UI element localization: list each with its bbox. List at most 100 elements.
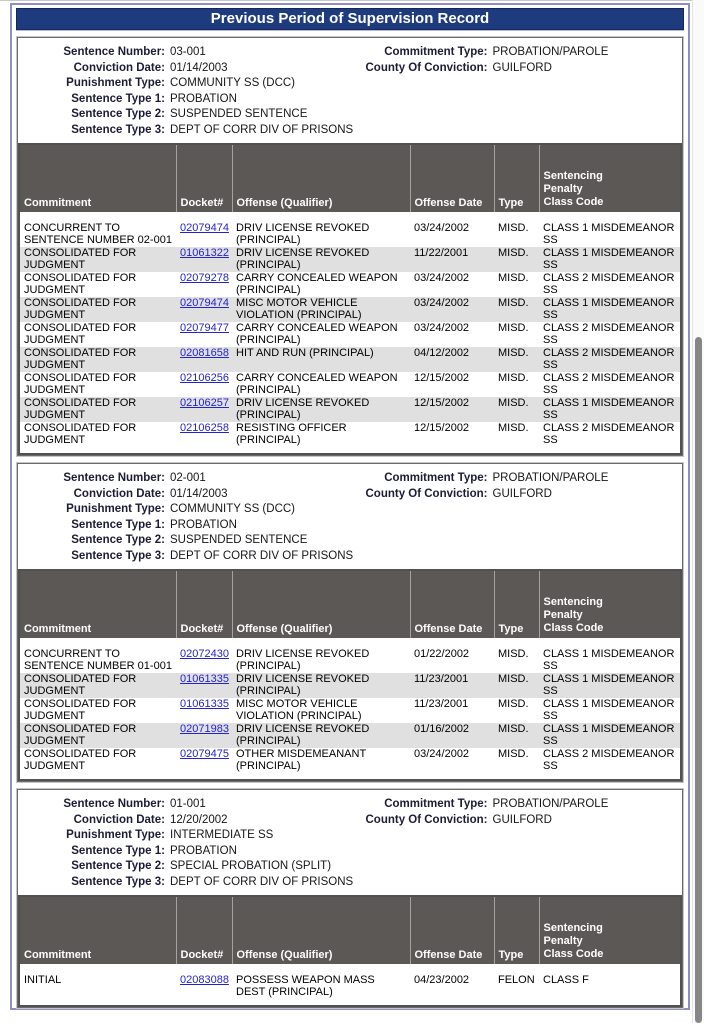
class-code-cell: CLASS 2 MISDEMEANOR SS [543,322,675,346]
offense-date-cell: 03/24/2002 [414,222,470,234]
detail-row-sentence-type-3: Sentence Type 3: DEPT OF CORR DIV OF PRI… [43,123,363,139]
sentence-section: Sentence Number: 03-001 Conviction Date:… [17,37,683,456]
detail-row-county-of-conviction: County Of Conviction: GUILFORD [363,61,683,77]
vertical-scrollbar-thumb[interactable] [695,337,702,1023]
class-code-cell: CLASS 2 MISDEMEANOR SS [543,748,675,772]
docket-link[interactable]: 02106256 [180,372,229,384]
supervision-record-panel: Previous Period of Supervision Record Se… [10,3,690,1010]
docket-link[interactable]: 01061335 [180,673,229,685]
detail-row-sentence-type-2: Sentence Type 2: SUSPENDED SENTENCE [43,533,363,549]
column-header-commitment: Commitment [19,144,176,212]
type-cell: MISD. [498,372,529,384]
docket-link[interactable]: 02106257 [180,397,229,409]
sentence-details: Sentence Number: 02-001 Conviction Date:… [18,464,682,569]
sentence-type-1-value: PROBATION [170,518,237,531]
docket-cell: 02079474 [176,222,232,247]
offense-cell: DRIV LICENSE REVOKED (PRINCIPAL) [236,222,370,246]
column-header-sentencing-penalty-class-code: Sentencing Penalty Class Code [538,144,681,212]
detail-row-sentence-type-2: Sentence Type 2: SUSPENDED SENTENCE [43,107,363,123]
sentence-details-right-column: Commitment Type: PROBATION/PAROLE County… [363,471,683,564]
docket-cell: 01061322 [176,247,232,272]
offense-cell: DRIV LICENSE REVOKED (PRINCIPAL) [232,247,410,272]
docket-cell: 02083088 [176,974,232,1006]
docket-cell: 02071983 [176,723,232,748]
docket-link[interactable]: 02079475 [180,748,229,760]
table-row: INITIAL 02083088 POSSESS WEAPON MASS DES… [19,974,681,1006]
offense-date-cell: 12/15/2002 [414,422,470,434]
sentence-details-left-column: Sentence Number: 01-001 Conviction Date:… [43,797,363,890]
offense-cell: HIT AND RUN (PRINCIPAL) [232,347,410,372]
column-header-offense: Offense (Qualifier) [231,570,410,638]
sentence-type-2-label: Sentence Type 2: [71,860,165,872]
class-code-cell: CLASS 1 MISDEMEANOR SS [539,397,681,422]
column-header-docket: Docket# [175,144,232,212]
offense-table-header-row: Commitment Docket# Offense (Qualifier) O… [19,570,681,638]
table-row: CONSOLIDATED FOR JUDGMENT 02079477 CARRY… [19,322,681,347]
docket-cell: 02106258 [176,422,232,454]
class-code-cell: CLASS 2 MISDEMEANOR SS [543,422,675,446]
detail-row-county-of-conviction: County Of Conviction: GUILFORD [363,487,683,503]
docket-link[interactable]: 02079278 [180,272,229,284]
detail-row-commitment-type: Commitment Type: PROBATION/PAROLE [363,45,683,61]
docket-link[interactable]: 02081658 [180,347,229,359]
table-spacer-row [19,964,681,974]
offense-date-cell: 03/24/2002 [414,748,470,760]
commitment-cell: CONSOLIDATED FOR JUDGMENT [24,372,137,396]
type-cell: MISD. [494,347,539,372]
detail-row-sentence-type-3: Sentence Type 3: DEPT OF CORR DIV OF PRI… [43,549,363,565]
docket-link[interactable]: 02071983 [180,723,229,735]
sentence-details: Sentence Number: 03-001 Conviction Date:… [18,38,682,143]
sentence-number-value: 01-001 [170,798,206,810]
offense-cell: DRIV LICENSE REVOKED (PRINCIPAL) [232,723,410,748]
sentence-details-left-column: Sentence Number: 03-001 Conviction Date:… [43,45,363,138]
column-header-offense-date: Offense Date [409,896,494,964]
offense-cell: DRIV LICENSE REVOKED (PRINCIPAL) [236,648,370,672]
punishment-type-label: Punishment Type: [66,77,165,89]
offense-date-cell: 04/23/2002 [414,974,470,986]
sentence-type-1-label: Sentence Type 1: [71,518,165,531]
docket-cell: 02079475 [176,748,232,780]
docket-cell: 02106256 [176,372,232,397]
commitment-type-value: PROBATION/PAROLE [492,472,609,484]
punishment-type-value: COMMUNITY SS (DCC) [170,503,296,515]
offense-cell: MISC MOTOR VEHICLE VIOLATION (PRINCIPAL) [232,297,410,322]
vertical-scrollbar-track[interactable] [692,0,704,1023]
punishment-type-value: INTERMEDIATE SS [170,829,274,841]
docket-link[interactable]: 01061335 [180,698,229,710]
window-top-divider [0,0,704,1]
detail-row-sentence-type-3: Sentence Type 3: DEPT OF CORR DIV OF PRI… [43,875,363,891]
class-code-cell: CLASS 2 MISDEMEANOR SS [539,347,681,372]
detail-row-punishment-type: Punishment Type: COMMUNITY SS (DCC) [43,502,363,518]
docket-link[interactable]: 02079474 [180,222,229,234]
docket-link[interactable]: 02106258 [180,422,229,434]
docket-link[interactable]: 02072430 [180,648,229,660]
county-of-conviction-value: GUILFORD [492,61,552,74]
sentence-section: Sentence Number: 01-001 Conviction Date:… [17,789,683,1008]
detail-row-commitment-type: Commitment Type: PROBATION/PAROLE [363,471,683,487]
sentence-number-label: Sentence Number: [63,46,165,58]
docket-link[interactable]: 01061322 [180,247,229,259]
docket-link[interactable]: 02083088 [180,974,229,986]
punishment-type-value: COMMUNITY SS (DCC) [170,77,296,89]
commitment-cell: CONSOLIDATED FOR JUDGMENT [19,397,176,422]
type-cell: MISD. [494,297,539,322]
sentence-type-1-value: PROBATION [170,92,237,105]
sentence-details: Sentence Number: 01-001 Conviction Date:… [18,790,682,895]
table-row: CONSOLIDATED FOR JUDGMENT 01061335 MISC … [19,698,681,723]
offense-table: Commitment Docket# Offense (Qualifier) O… [18,143,682,455]
column-header-type: Type [493,570,539,638]
sentence-type-3-label: Sentence Type 3: [71,123,165,136]
offense-date-cell: 03/24/2002 [410,297,494,322]
detail-row-sentence-type-1: Sentence Type 1: PROBATION [43,518,363,534]
punishment-type-label: Punishment Type: [66,503,165,515]
offense-date-cell: 01/16/2002 [410,723,494,748]
docket-link[interactable]: 02079477 [180,322,229,334]
sentence-type-1-label: Sentence Type 1: [71,92,165,105]
county-of-conviction-label: County Of Conviction: [365,61,488,74]
table-spacer-row [19,212,681,222]
column-header-offense-date: Offense Date [409,144,494,212]
detail-row-sentence-number: Sentence Number: 03-001 [43,45,363,61]
docket-link[interactable]: 02079474 [180,297,229,309]
conviction-date-value: 01/14/2003 [170,487,228,500]
class-code-cell: CLASS 1 MISDEMEANOR SS [543,222,675,246]
